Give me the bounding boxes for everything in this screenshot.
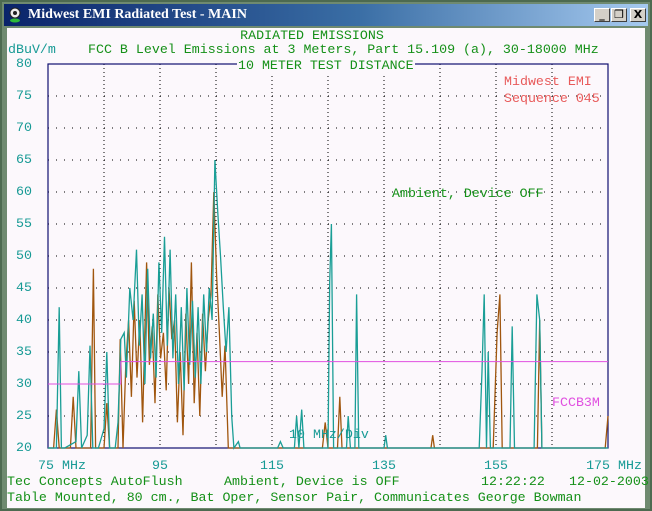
division-label: 10 MHz/Div [289, 427, 369, 442]
footer-time: 12:22:22 [481, 474, 545, 489]
limit-line-label: FCCB3M [552, 395, 600, 410]
y-tick-label: 20 [16, 440, 32, 455]
x-tick-label: 75 MHz [38, 458, 86, 473]
ambient-state-label: Ambient, Device OFF [392, 186, 544, 201]
y-tick-label: 35 [16, 344, 32, 359]
y-tick-label: 50 [16, 248, 32, 263]
footer-setup: Table Mounted, 80 cm., Bat Oper, Sensor … [7, 490, 582, 505]
y-tick-label: 75 [16, 88, 32, 103]
chart-subtitle: FCC B Level Emissions at 3 Meters, Part … [88, 42, 599, 57]
y-tick-label: 65 [16, 152, 32, 167]
footer-software: Tec Concepts AutoFlush [7, 474, 183, 489]
restore-button[interactable]: ❐ [611, 8, 627, 22]
test-distance-label: 10 METER TEST DISTANCE [237, 58, 415, 73]
x-tick-label: 95 [152, 458, 168, 473]
y-axis-unit: dBuV/m [8, 42, 56, 57]
footer-device-state: Ambient, Device is OFF [224, 474, 400, 489]
y-tick-label: 70 [16, 120, 32, 135]
minimize-button[interactable]: _ [594, 8, 610, 22]
app-logo-icon [9, 7, 21, 23]
company-label: Midwest EMI [504, 74, 592, 89]
y-tick-label: 40 [16, 312, 32, 327]
window-title: Midwest EMI Radiated Test - MAIN [28, 7, 247, 22]
sequence-label: Sequence 045 [504, 91, 600, 106]
title-bar[interactable]: Midwest EMI Radiated Test - MAIN _ ❐ X [4, 4, 648, 26]
x-tick-label: 155 [484, 458, 508, 473]
footer-date: 12-02-2003 [569, 474, 649, 489]
plot-window: RADIATED EMISSIONS dBuV/m FCC B Level Em… [7, 28, 649, 508]
y-tick-label: 25 [16, 408, 32, 423]
y-tick-label: 30 [16, 376, 32, 391]
x-tick-label: 115 [260, 458, 284, 473]
x-tick-label: 135 [372, 458, 396, 473]
y-tick-label: 60 [16, 184, 32, 199]
x-tick-label: 175 MHz [586, 458, 642, 473]
chart-title: RADIATED EMISSIONS [240, 28, 384, 43]
close-button[interactable]: X [630, 8, 646, 22]
y-tick-label: 80 [16, 56, 32, 71]
limit-line-fccb3m [48, 361, 608, 385]
y-tick-label: 55 [16, 216, 32, 231]
emission-trace-1 [48, 159, 608, 450]
y-tick-label: 45 [16, 280, 32, 295]
